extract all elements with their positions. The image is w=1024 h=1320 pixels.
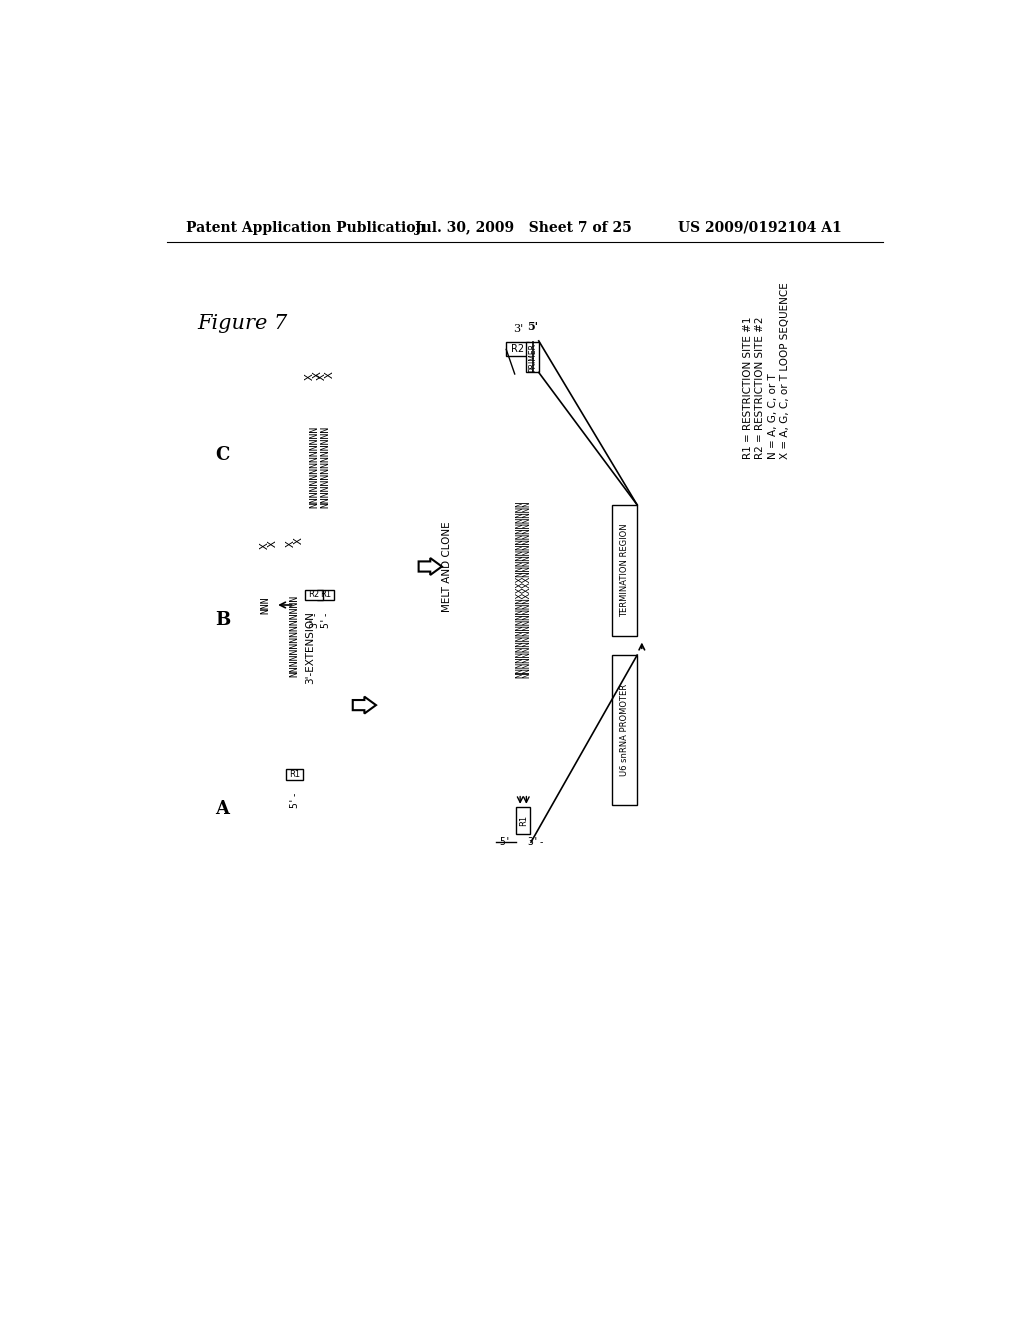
Text: NNNNNNNNNNNNNN: NNNNNNNNNNNNNN bbox=[321, 425, 331, 507]
Text: NNNNNNNNNNNNNN: NNNNNNNNNNNNNN bbox=[309, 425, 319, 507]
Bar bbox=[612, 655, 637, 805]
Text: N = A, G, C, or T: N = A, G, C, or T bbox=[768, 374, 778, 459]
Text: US 2009/0192104 A1: US 2009/0192104 A1 bbox=[678, 220, 842, 235]
Bar bbox=[506, 342, 529, 356]
Text: 5': 5' bbox=[527, 321, 538, 331]
Text: 3': 3' bbox=[513, 325, 523, 334]
Text: NNNNNNNNNNNNNN: NNNNNNNNNNNNNN bbox=[290, 595, 300, 677]
Text: R1: R1 bbox=[519, 814, 527, 826]
Polygon shape bbox=[352, 697, 376, 714]
Text: R2: R2 bbox=[511, 345, 524, 354]
Text: X: X bbox=[325, 371, 335, 378]
Text: U6 snRNA PROMOTER: U6 snRNA PROMOTER bbox=[621, 684, 630, 776]
Text: A: A bbox=[216, 800, 229, 818]
Text: 5'-: 5'- bbox=[321, 610, 331, 628]
Text: R1: R1 bbox=[289, 770, 300, 779]
Polygon shape bbox=[419, 558, 442, 576]
Text: PRIMER: PRIMER bbox=[528, 343, 537, 371]
Text: Jul. 30, 2009   Sheet 7 of 25: Jul. 30, 2009 Sheet 7 of 25 bbox=[415, 220, 632, 235]
Text: 5'-: 5'- bbox=[500, 837, 517, 847]
Text: X: X bbox=[313, 371, 323, 378]
Bar bbox=[526, 342, 539, 372]
Text: X: X bbox=[286, 540, 296, 546]
Text: 3'-: 3'- bbox=[527, 837, 545, 847]
Text: Figure 7: Figure 7 bbox=[198, 314, 288, 334]
Text: X: X bbox=[316, 374, 327, 380]
Text: 3'-EXTENSION: 3'-EXTENSION bbox=[305, 611, 315, 684]
Text: X = A, G, C, or T LOOP SEQUENCE: X = A, G, C, or T LOOP SEQUENCE bbox=[780, 282, 791, 459]
Bar bbox=[612, 506, 637, 636]
Text: 5'-: 5'- bbox=[290, 791, 300, 808]
Text: R1 = RESTRICTION SITE #1: R1 = RESTRICTION SITE #1 bbox=[743, 317, 753, 459]
Text: X: X bbox=[260, 543, 270, 549]
Text: C: C bbox=[216, 446, 230, 463]
Text: R1: R1 bbox=[321, 590, 331, 599]
Text: NNN: NNN bbox=[260, 597, 270, 614]
Text: TERMINATION REGION: TERMINATION REGION bbox=[621, 524, 630, 618]
Text: NNNNNNNNNNNNNNNXXXXNNNNNNNNNNNNNN: NNNNNNNNNNNNNNNXXXXNNNNNNNNNNNNNN bbox=[522, 500, 531, 677]
Bar bbox=[516, 807, 530, 834]
Text: B: B bbox=[216, 611, 230, 630]
Text: NNNNNNNNNNNNNNNXXXXNNNNNNNNNNNNNN: NNNNNNNNNNNNNNNXXXXNNNNNNNNNNNNNN bbox=[516, 500, 524, 677]
Bar bbox=[317, 590, 334, 601]
Text: X: X bbox=[294, 537, 303, 544]
Text: 3'-: 3'- bbox=[309, 610, 319, 628]
Text: R2: R2 bbox=[308, 590, 319, 599]
Bar bbox=[286, 770, 303, 780]
Text: MELT AND CLONE: MELT AND CLONE bbox=[442, 521, 453, 611]
Text: R2 = RESTRICTION SITE #2: R2 = RESTRICTION SITE #2 bbox=[756, 317, 765, 459]
Bar bbox=[305, 590, 323, 601]
Text: Patent Application Publication: Patent Application Publication bbox=[186, 220, 426, 235]
Text: X: X bbox=[268, 540, 278, 546]
Text: X: X bbox=[305, 374, 315, 380]
